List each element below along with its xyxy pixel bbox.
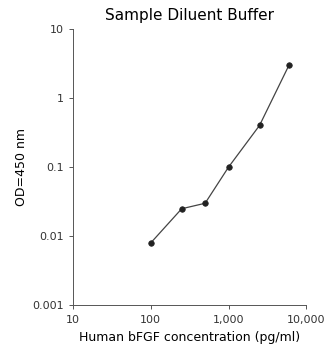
X-axis label: Human bFGF concentration (pg/ml): Human bFGF concentration (pg/ml) — [79, 332, 300, 345]
Title: Sample Diluent Buffer: Sample Diluent Buffer — [105, 8, 274, 23]
Y-axis label: OD=450 nm: OD=450 nm — [15, 128, 28, 206]
